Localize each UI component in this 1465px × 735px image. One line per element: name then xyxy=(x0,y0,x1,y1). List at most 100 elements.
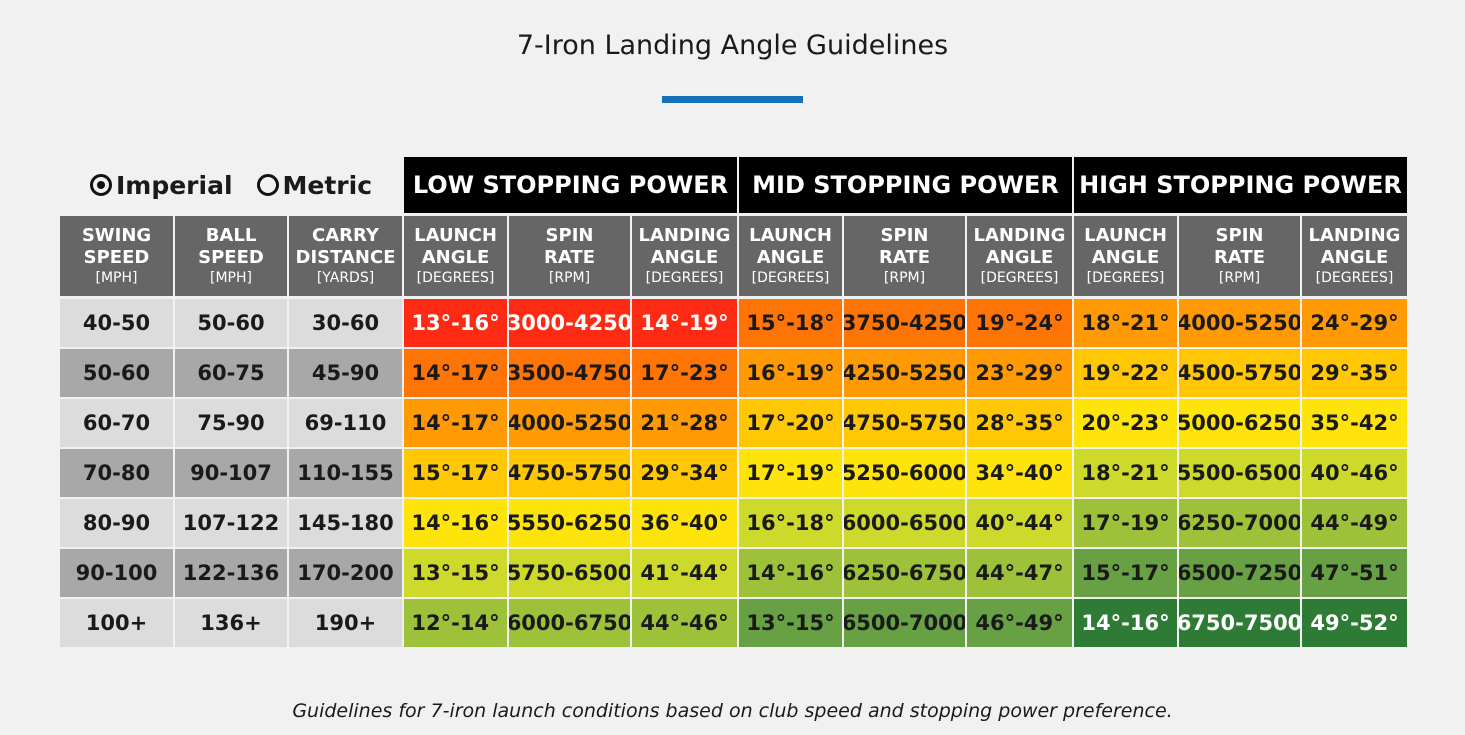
input-cell: 75-90 xyxy=(175,399,287,447)
column-header-label: SWING xyxy=(81,225,152,246)
value-cell: 5500-6500 xyxy=(1179,449,1300,497)
value-cell: 47°-51° xyxy=(1302,549,1407,597)
column-header-label: LANDING xyxy=(1308,225,1401,246)
value-cell: 6500-7000 xyxy=(844,599,965,647)
value-cell: 13°-15° xyxy=(404,549,507,597)
value-cell: 44°-46° xyxy=(632,599,737,647)
input-cell: 90-100 xyxy=(60,549,173,597)
value-cell: 6000-6750 xyxy=(509,599,630,647)
input-cell: 69-110 xyxy=(289,399,402,447)
value-cell: 12°-14° xyxy=(404,599,507,647)
column-header-unit: [DEGREES] xyxy=(645,270,724,286)
column-header-label: ANGLE xyxy=(1320,247,1389,268)
value-cell: 49°-52° xyxy=(1302,599,1407,647)
value-cell: 15°-17° xyxy=(404,449,507,497)
group-header: MID STOPPING POWER xyxy=(739,157,1072,213)
input-cell: 50-60 xyxy=(60,349,173,397)
column-header-label: DISTANCE xyxy=(295,247,396,268)
input-cell: 145-180 xyxy=(289,499,402,547)
input-cell: 100+ xyxy=(60,599,173,647)
value-cell: 3000-4250 xyxy=(509,299,630,347)
column-header-label: ANGLE xyxy=(985,247,1054,268)
column-header: LAUNCH ANGLE [DEGREES] xyxy=(739,216,842,296)
input-cell: 190+ xyxy=(289,599,402,647)
column-header-label: LANDING xyxy=(638,225,731,246)
value-cell: 17°-23° xyxy=(632,349,737,397)
value-cell: 4750-5750 xyxy=(509,449,630,497)
value-cell: 14°-16° xyxy=(739,549,842,597)
units-toggle: Imperial Metric xyxy=(60,157,402,213)
value-cell: 15°-17° xyxy=(1074,549,1177,597)
input-cell: 170-200 xyxy=(289,549,402,597)
value-cell: 13°-15° xyxy=(739,599,842,647)
column-header: SPIN RATE [RPM] xyxy=(1179,216,1300,296)
input-cell: 60-70 xyxy=(60,399,173,447)
value-cell: 14°-17° xyxy=(404,349,507,397)
value-cell: 18°-21° xyxy=(1074,449,1177,497)
value-cell: 4500-5750 xyxy=(1179,349,1300,397)
input-cell: 122-136 xyxy=(175,549,287,597)
column-header: CARRY DISTANCE [YARDS] xyxy=(289,216,402,296)
value-cell: 46°-49° xyxy=(967,599,1072,647)
metric-radio[interactable]: Metric xyxy=(256,170,373,200)
column-header-unit: [MPH] xyxy=(95,270,138,286)
value-cell: 6250-7000 xyxy=(1179,499,1300,547)
input-cell: 110-155 xyxy=(289,449,402,497)
column-header-unit: [DEGREES] xyxy=(1086,270,1165,286)
column-header-label: LAUNCH xyxy=(414,225,497,246)
value-cell: 3750-4250 xyxy=(844,299,965,347)
column-header-label: LAUNCH xyxy=(749,225,832,246)
value-cell: 4250-5250 xyxy=(844,349,965,397)
column-header-label: RATE xyxy=(544,247,595,268)
value-cell: 5550-6250 xyxy=(509,499,630,547)
column-header-unit: [YARDS] xyxy=(316,270,375,286)
column-header-label: BALL xyxy=(205,225,257,246)
value-cell: 14°-17° xyxy=(404,399,507,447)
input-cell: 45-90 xyxy=(289,349,402,397)
value-cell: 29°-34° xyxy=(632,449,737,497)
column-header-unit: [RPM] xyxy=(883,270,926,286)
value-cell: 3500-4750 xyxy=(509,349,630,397)
radio-checked-icon xyxy=(89,174,112,196)
column-header: LANDING ANGLE [DEGREES] xyxy=(967,216,1072,296)
column-header: LAUNCH ANGLE [DEGREES] xyxy=(1074,216,1177,296)
title-accent-bar xyxy=(662,96,803,103)
column-header-label: LANDING xyxy=(973,225,1066,246)
value-cell: 6500-7250 xyxy=(1179,549,1300,597)
value-cell: 34°-40° xyxy=(967,449,1072,497)
value-cell: 20°-23° xyxy=(1074,399,1177,447)
column-header: LANDING ANGLE [DEGREES] xyxy=(632,216,737,296)
value-cell: 17°-19° xyxy=(1074,499,1177,547)
column-header: SPIN RATE [RPM] xyxy=(509,216,630,296)
input-cell: 107-122 xyxy=(175,499,287,547)
column-header-unit: [MPH] xyxy=(210,270,252,286)
column-header-unit: [DEGREES] xyxy=(1315,270,1394,286)
imperial-radio[interactable]: Imperial xyxy=(89,171,233,200)
metric-label: Metric xyxy=(282,170,373,200)
value-cell: 16°-18° xyxy=(739,499,842,547)
group-header: HIGH STOPPING POWER xyxy=(1074,157,1407,213)
value-cell: 5250-6000 xyxy=(844,449,965,497)
input-cell: 136+ xyxy=(175,599,287,647)
value-cell: 36°-40° xyxy=(632,499,737,547)
column-header-unit: [DEGREES] xyxy=(751,270,830,286)
column-header-label: CARRY xyxy=(312,225,379,246)
value-cell: 35°-42° xyxy=(1302,399,1407,447)
value-cell: 17°-20° xyxy=(739,399,842,447)
value-cell: 14°-19° xyxy=(632,299,737,347)
input-cell: 50-60 xyxy=(175,299,287,347)
column-header-unit: [DEGREES] xyxy=(980,270,1059,286)
value-cell: 6750-7500 xyxy=(1179,599,1300,647)
value-cell: 4000-5250 xyxy=(509,399,630,447)
value-cell: 24°-29° xyxy=(1302,299,1407,347)
column-header-unit: [DEGREES] xyxy=(416,270,495,286)
column-header-label: LAUNCH xyxy=(1084,225,1167,246)
value-cell: 28°-35° xyxy=(967,399,1072,447)
value-cell: 6250-6750 xyxy=(844,549,965,597)
column-header-label: SPIN xyxy=(1215,225,1264,246)
radio-unchecked-icon xyxy=(256,174,279,196)
value-cell: 5000-6250 xyxy=(1179,399,1300,447)
column-header-label: ANGLE xyxy=(1091,247,1160,268)
column-header-label: RATE xyxy=(1214,247,1265,268)
column-header-label: ANGLE xyxy=(756,247,825,268)
